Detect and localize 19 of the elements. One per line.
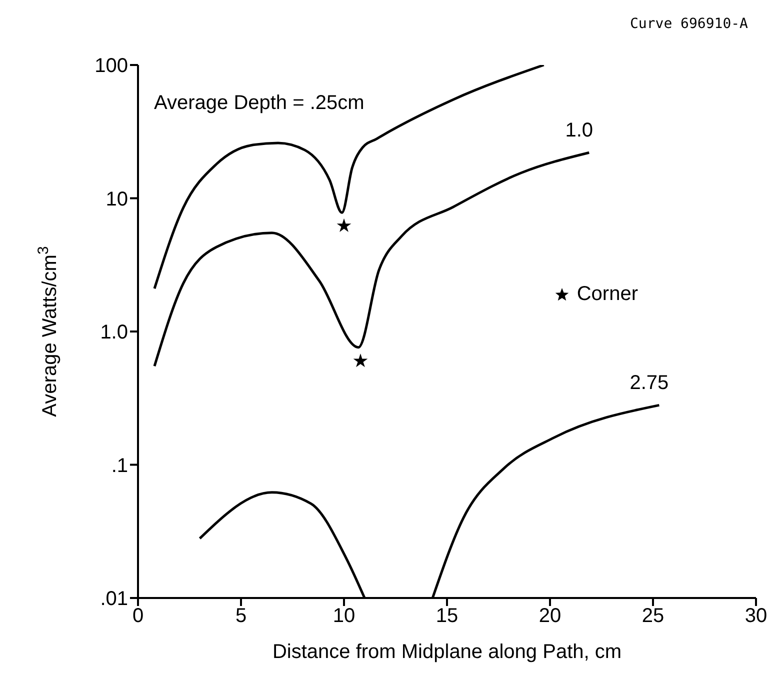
x-tick-label: 25 (642, 605, 664, 628)
y-tick-label: 10 (106, 188, 128, 210)
x-tick-label: 20 (538, 605, 562, 628)
x-tick-label: 15 (436, 605, 458, 628)
x-tick-label: 10 (332, 605, 356, 628)
text: Curve 696910-A (630, 16, 748, 32)
series-label: 2.75 (630, 372, 669, 394)
y-tick-label: .1 (111, 454, 128, 477)
series-label: 1.0 (565, 120, 594, 142)
y-tick-label: 1.0 (100, 322, 128, 344)
x-tick-label: 0 (132, 605, 144, 628)
x-axis-title: Distance from Midplane along Path, cm (272, 641, 622, 663)
line-series (153, 65, 546, 290)
annotation: Average Depth = .25cm (154, 92, 364, 115)
y-tick-label: .01 (100, 588, 128, 610)
x-tick-label: 5 (235, 605, 247, 628)
y-tick-label: 100 (94, 55, 128, 78)
legend-label: Corner (576, 283, 638, 306)
x-tick-label: 30 (744, 605, 768, 628)
